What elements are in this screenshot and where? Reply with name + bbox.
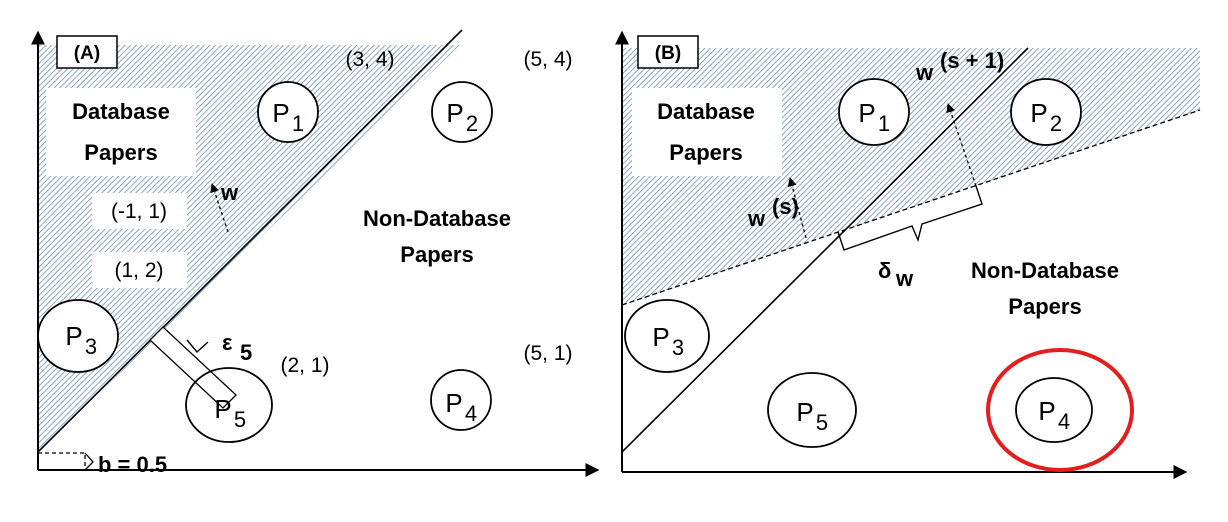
panel-b: (B) Database Papers Non-Database Papers … <box>615 30 1201 479</box>
bias-box-a <box>37 452 86 471</box>
paper-sub-p4-a: 4 <box>465 401 477 426</box>
paper-sub-p3-b: 3 <box>672 335 684 360</box>
paper-label-p2-b: P <box>1030 98 1047 128</box>
delta-label-b: δ <box>878 258 891 283</box>
weight-label-a: w <box>220 180 239 205</box>
weight-vector-a <box>210 183 229 233</box>
bias-label-a: b = 0.5 <box>98 452 167 477</box>
weight-current-sup-b: (s) <box>772 194 799 219</box>
coord-p4-a: (5, 1) <box>523 342 572 365</box>
paper-label-p1-b: P <box>858 98 875 128</box>
highlight-ring-p4-b <box>986 348 1134 472</box>
bias-bracket-a <box>84 452 94 471</box>
epsilon-label-a: ε <box>222 330 233 355</box>
paper-label-p5-a: P <box>214 394 231 424</box>
coord-p5-a: (2, 1) <box>280 354 329 377</box>
paper-sub-p1-b: 1 <box>878 111 890 136</box>
database-label-a: Database <box>72 99 170 124</box>
paper-circle-p5-b <box>767 372 857 448</box>
non-database-papers-label-a: Papers <box>400 242 473 267</box>
panel-a: (A) Database Papers Non-Database Papers … <box>31 29 600 477</box>
panel-tag-a: (A) <box>74 43 100 64</box>
paper-circle-p2-b <box>1010 78 1082 146</box>
database-label-backdrop-b <box>632 88 782 176</box>
papers-label-b: Papers <box>669 140 742 165</box>
delta-bracket-b <box>837 185 983 251</box>
paper-circle-p1-a <box>257 81 319 143</box>
coord-p2-a: (5, 4) <box>523 48 572 71</box>
paper-label-p5-b: P <box>796 397 813 427</box>
paper-label-p2-a: P <box>446 98 463 128</box>
paper-label-p3-b: P <box>652 322 669 352</box>
decision-boundary-old-b <box>621 47 1029 453</box>
paper-label-p4-b: P <box>1038 396 1055 426</box>
decision-boundary-new-b <box>621 109 1201 306</box>
paper-label-p1-a: P <box>272 98 289 128</box>
paper-circle-p1-b <box>838 78 910 146</box>
epsilon-bracket-a <box>186 339 209 354</box>
panel-tag-box-a <box>56 35 118 69</box>
epsilon-sub-a: 5 <box>240 340 252 365</box>
paper-label-p4-a: P <box>445 388 462 418</box>
epsilon-slack-a <box>149 326 237 409</box>
coord-backdrop-a-2 <box>92 252 187 288</box>
papers-label-a: Papers <box>84 140 157 165</box>
coord-backdrop-a-1 <box>92 193 187 229</box>
non-database-label-a: Non-Database <box>363 206 511 231</box>
non-database-label-b: Non-Database <box>971 258 1119 283</box>
paper-circle-p4-b <box>1015 377 1093 443</box>
paper-sub-p1-a: 1 <box>292 111 304 136</box>
paper-circle-p3-a <box>37 299 119 373</box>
delta-sub-b: w <box>895 266 914 291</box>
paper-sub-p2-b: 2 <box>1050 111 1062 136</box>
weight-vector-current-b <box>787 177 807 239</box>
database-label-backdrop-a <box>46 88 196 176</box>
coord-extra-a: (1, 2) <box>114 259 163 282</box>
paper-circle-p4-a <box>430 369 492 431</box>
panel-tag-box-b <box>637 35 699 69</box>
paper-circle-p3-b <box>624 299 710 373</box>
non-database-papers-label-b: Papers <box>1008 294 1081 319</box>
paper-sub-p3-a: 3 <box>85 334 97 359</box>
weight-vector-next-b <box>946 103 977 187</box>
weight-next-sup-b: (s + 1) <box>940 48 1004 73</box>
weight-next-label-b: w <box>915 60 934 85</box>
database-label-b: Database <box>657 99 755 124</box>
panel-tag-b: (B) <box>655 43 681 64</box>
paper-sub-p5-b: 5 <box>816 410 828 435</box>
weight-current-label-b: w <box>747 206 766 231</box>
decision-boundary-a <box>37 29 463 453</box>
coord-p1-a: (3, 4) <box>345 48 394 71</box>
paper-sub-p4-b: 4 <box>1058 409 1070 434</box>
paper-circle-p5-a <box>185 367 273 443</box>
paper-sub-p2-a: 2 <box>466 111 478 136</box>
paper-sub-p5-a: 5 <box>234 407 246 432</box>
paper-label-p3-a: P <box>65 321 82 351</box>
paper-circle-p2-a <box>431 81 493 143</box>
coord-p3-a: (-1, 1) <box>111 200 167 223</box>
